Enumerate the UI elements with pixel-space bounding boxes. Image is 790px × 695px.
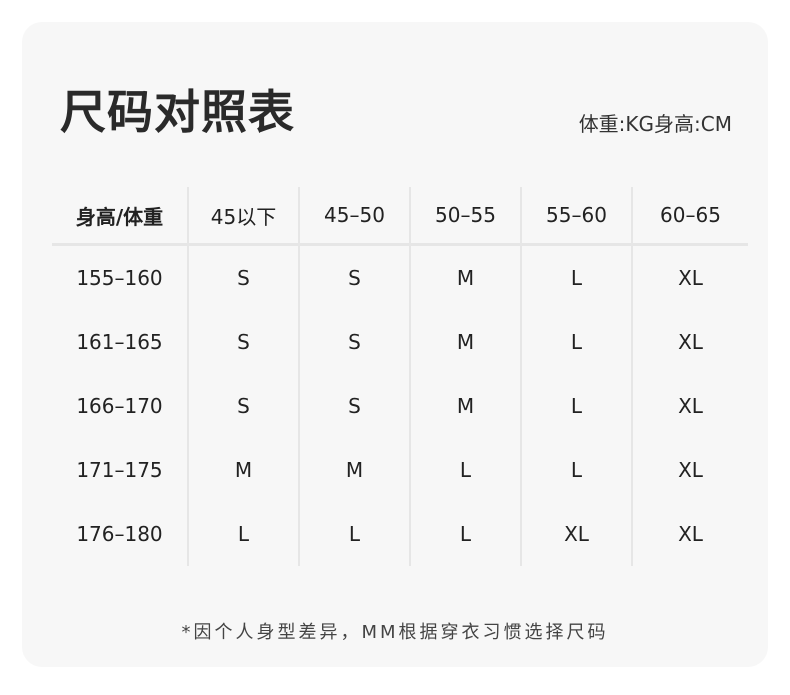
size-cell: S: [187, 374, 298, 438]
size-cell: L: [520, 246, 631, 310]
size-cell: XL: [520, 502, 631, 566]
header-cell: 45以下: [187, 187, 298, 243]
size-cell: XL: [631, 246, 748, 310]
size-cell: L: [187, 502, 298, 566]
header-cell: 45–50: [298, 187, 409, 243]
size-cell: L: [520, 310, 631, 374]
table-row: 166–170 S S M L XL: [52, 374, 748, 438]
height-range-cell: 161–165: [76, 330, 163, 354]
size-cell: S: [187, 246, 298, 310]
size-cell: L: [520, 438, 631, 502]
table-row: 161–165 S S M L XL: [52, 310, 748, 374]
table-row: 155–160 S S M L XL: [52, 246, 748, 310]
header-cell: 55–60: [520, 187, 631, 243]
table-header-row: 身高/体重 45以下 45–50 50–55 55–60 60–65: [52, 187, 748, 246]
header-cell: 身高/体重: [75, 204, 164, 229]
size-chart-card: [22, 22, 768, 667]
size-cell: M: [409, 374, 520, 438]
page-title: 尺码对照表: [60, 85, 295, 139]
size-table: 身高/体重 45以下 45–50 50–55 55–60 60–65 155–1…: [52, 187, 748, 566]
size-cell: L: [298, 502, 409, 566]
size-cell: M: [409, 246, 520, 310]
size-cell: L: [520, 374, 631, 438]
size-cell: XL: [631, 374, 748, 438]
size-cell: XL: [631, 438, 748, 502]
size-cell: L: [409, 502, 520, 566]
header-cell: 50–55: [409, 187, 520, 243]
size-cell: M: [298, 438, 409, 502]
height-range-cell: 176–180: [76, 522, 163, 546]
height-range-cell: 171–175: [76, 458, 163, 482]
footnote: *因个人身型差异，MM根据穿衣习惯选择尺码: [181, 622, 609, 643]
header-cell: 60–65: [631, 187, 748, 243]
height-range-cell: 155–160: [76, 266, 163, 290]
size-cell: XL: [631, 502, 748, 566]
size-cell: S: [187, 310, 298, 374]
size-cell: M: [409, 310, 520, 374]
size-cell: S: [298, 246, 409, 310]
size-cell: L: [409, 438, 520, 502]
height-range-cell: 166–170: [76, 394, 163, 418]
size-cell: S: [298, 310, 409, 374]
unit-note: 体重:KG身高:CM: [578, 112, 732, 136]
table-row: 176–180 L L L XL XL: [52, 502, 748, 566]
size-cell: XL: [631, 310, 748, 374]
table-row: 171–175 M M L L XL: [52, 438, 748, 502]
size-cell: M: [187, 438, 298, 502]
size-cell: S: [298, 374, 409, 438]
